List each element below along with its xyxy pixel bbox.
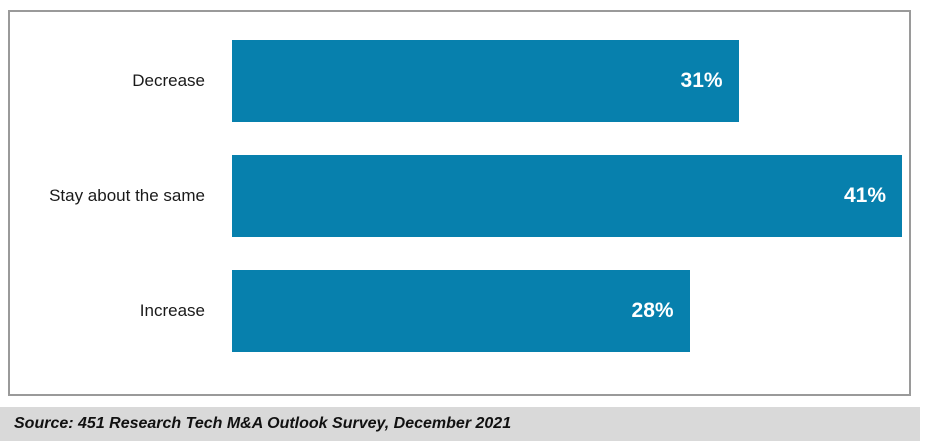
bar: 41%	[232, 154, 902, 237]
source-note-bar: Source: 451 Research Tech M&A Outlook Su…	[0, 407, 920, 441]
category-label: Decrease	[132, 70, 205, 90]
value-label: 28%	[631, 298, 674, 322]
bar-track: 28%	[232, 269, 902, 352]
source-text: Source: 451 Research Tech M&A Outlook Su…	[14, 415, 512, 432]
category-label: Stay about the same	[49, 185, 205, 205]
bar-row: Decrease 31%	[10, 23, 909, 138]
category-label: Increase	[139, 300, 205, 320]
bar-track: 31%	[232, 39, 902, 122]
bar: 28%	[232, 269, 690, 352]
bar-rows-container: Decrease 31% Stay about the same 41% Increas…	[10, 12, 909, 368]
bar-chart: Decrease 31% Stay about the same 41% Increas…	[8, 10, 911, 396]
value-label: 41%	[843, 183, 886, 207]
value-label: 31%	[680, 68, 723, 92]
bar-track: 41%	[232, 154, 902, 237]
bar: 31%	[232, 39, 739, 122]
bar-row: Stay about the same 41%	[10, 138, 909, 253]
bar-row: Increase 28%	[10, 253, 909, 368]
